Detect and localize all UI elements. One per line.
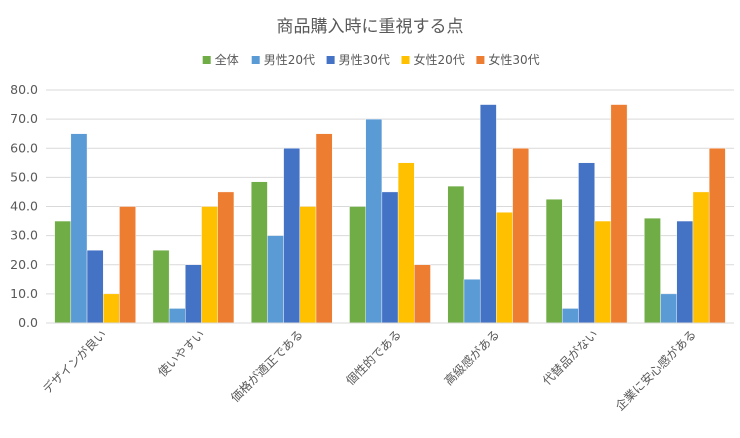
bar-3-7: [676, 220, 694, 324]
legend-swatch: [202, 56, 211, 64]
bar-3-6: [578, 162, 595, 324]
bar-4-3: [299, 206, 317, 324]
y-tick-label: 30.0: [10, 228, 38, 243]
y-axis: 0.0 10.0 20.0 30.0 40.0 50.0 60.0 70.0 80.0: [10, 82, 38, 330]
legend-label: 女性30代: [488, 52, 539, 67]
legend-item: 全体: [202, 52, 239, 67]
bar-5-5: [512, 148, 529, 324]
bar-2-2: [168, 308, 186, 324]
bar-1-7: [644, 217, 661, 324]
bar-3-1: [86, 249, 104, 324]
bar-4-6: [594, 220, 612, 324]
bar-1-1: [54, 220, 72, 324]
legend-label: 男性30代: [339, 53, 390, 67]
bar-5-7: [708, 148, 726, 324]
chart-title: 商品購入時に重視する点: [277, 17, 464, 37]
bar-3-4: [381, 191, 399, 324]
bars: [54, 104, 726, 324]
legend-item: 女性20代: [401, 52, 465, 67]
bar-5-2: [217, 191, 235, 324]
y-tick-label: 40.0: [10, 199, 38, 214]
bar-3-3: [283, 148, 301, 324]
bar-1-2: [152, 249, 170, 324]
bar-2-5: [463, 279, 481, 324]
y-tick-label: 60.0: [10, 140, 38, 155]
y-tick-label: 80.0: [10, 82, 38, 97]
y-tick-label: 50.0: [10, 169, 38, 184]
bar-1-4: [349, 206, 366, 324]
legend-swatch: [476, 56, 485, 64]
bar-5-6: [610, 104, 628, 324]
legend-swatch: [251, 56, 260, 64]
legend-label: 全体: [215, 52, 239, 67]
bar-3-5: [479, 104, 497, 324]
bar-4-7: [692, 191, 710, 324]
legend-swatch: [401, 56, 410, 64]
bar-4-2: [201, 206, 218, 324]
bar-2-6: [562, 308, 579, 324]
bar-4-5: [496, 212, 513, 324]
legend-item: 男性30代: [326, 53, 390, 67]
y-tick-label: 20.0: [10, 257, 38, 272]
legend-label: 女性20代: [414, 52, 465, 67]
legend-swatch: [326, 56, 335, 64]
bar-1-3: [251, 181, 268, 324]
legend-item: 女性30代: [476, 52, 540, 67]
bar-4-1: [103, 293, 120, 324]
bar-4-4: [397, 162, 415, 324]
bar-5-3: [315, 133, 333, 324]
bar-2-4: [365, 118, 383, 324]
legend: 全体 男性20代 男性30代 女性20代 女性30代: [202, 52, 540, 67]
bar-2-7: [660, 293, 677, 324]
bar-1-6: [545, 199, 563, 324]
y-tick-label: 10.0: [10, 286, 38, 301]
y-tick-label: 0.0: [18, 315, 38, 330]
bar-5-1: [119, 206, 136, 324]
bar-5-4: [414, 264, 431, 324]
bar-3-2: [185, 264, 202, 324]
legend-label: 男性20代: [264, 53, 315, 67]
bar-2-1: [70, 133, 88, 324]
y-tick-label: 70.0: [10, 111, 38, 126]
bar-2-3: [267, 235, 284, 324]
bar-1-5: [447, 185, 465, 324]
legend-item: 男性20代: [251, 53, 315, 67]
